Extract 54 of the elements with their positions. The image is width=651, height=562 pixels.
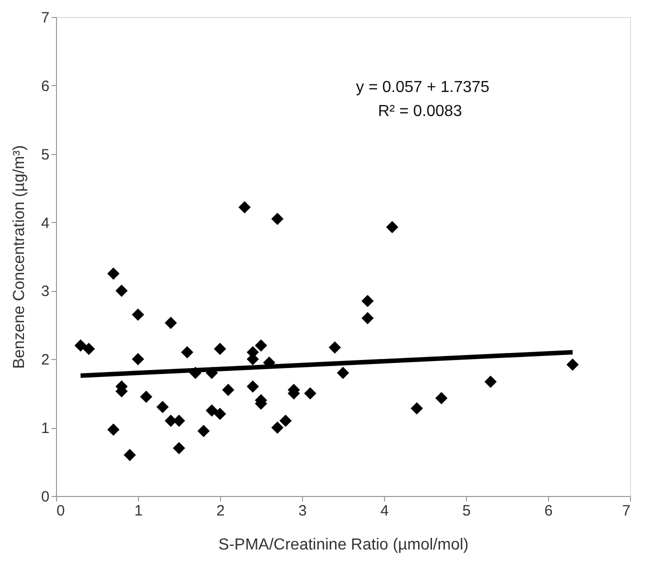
- point: [246, 380, 259, 393]
- point: [140, 390, 152, 403]
- point: [181, 346, 194, 358]
- point: [435, 392, 448, 404]
- y-tick-label: 7: [41, 10, 50, 26]
- y-axis-title: Benzene Concentration (µg/m³): [11, 145, 28, 369]
- point: [361, 294, 374, 308]
- annotation: y = 0.057 + 1.7375: [356, 79, 490, 96]
- y-tick-label: 2: [41, 352, 50, 369]
- point: [132, 308, 144, 321]
- point: [164, 316, 177, 329]
- annotation: R² = 0.0083: [378, 103, 462, 120]
- point: [336, 366, 350, 379]
- point: [74, 339, 87, 352]
- point: [214, 342, 226, 356]
- point: [566, 358, 579, 371]
- point: [214, 408, 226, 420]
- x-tick-label: 5: [462, 502, 471, 520]
- y-tick-label: 6: [41, 78, 50, 95]
- point: [361, 312, 374, 324]
- point: [107, 267, 120, 280]
- point: [271, 212, 284, 225]
- y-tick-label: 4: [41, 214, 50, 232]
- x-tick-label: 6: [544, 502, 553, 520]
- point: [156, 400, 169, 414]
- x-tick-label: 2: [216, 502, 225, 520]
- point: [115, 284, 128, 297]
- y-tick-label: 5: [41, 146, 50, 164]
- point: [410, 402, 423, 415]
- point: [484, 376, 497, 388]
- point: [82, 342, 95, 356]
- x-tick-label: 3: [298, 502, 307, 520]
- point: [172, 442, 186, 454]
- point: [271, 421, 284, 434]
- point: [328, 341, 341, 354]
- point: [107, 424, 120, 436]
- point: [279, 414, 292, 427]
- x-tick-label: 0: [56, 502, 65, 520]
- x-tick-label: 1: [134, 502, 143, 520]
- y-tick-label: 0: [41, 488, 50, 506]
- point: [238, 201, 251, 214]
- x-tick-label: 4: [380, 502, 389, 520]
- point: [222, 384, 234, 396]
- y-tick-label: 3: [41, 283, 50, 300]
- point: [124, 448, 136, 462]
- point: [132, 353, 144, 366]
- x-axis-title: S-PMA/Creatinine Ratio (µmol/mol): [218, 536, 469, 554]
- x-tick-label: 7: [622, 502, 630, 520]
- point: [386, 220, 398, 234]
- point: [206, 404, 218, 417]
- point: [304, 387, 316, 400]
- point: [197, 424, 210, 438]
- point: [254, 339, 268, 352]
- y-tick-label: 1: [41, 420, 50, 438]
